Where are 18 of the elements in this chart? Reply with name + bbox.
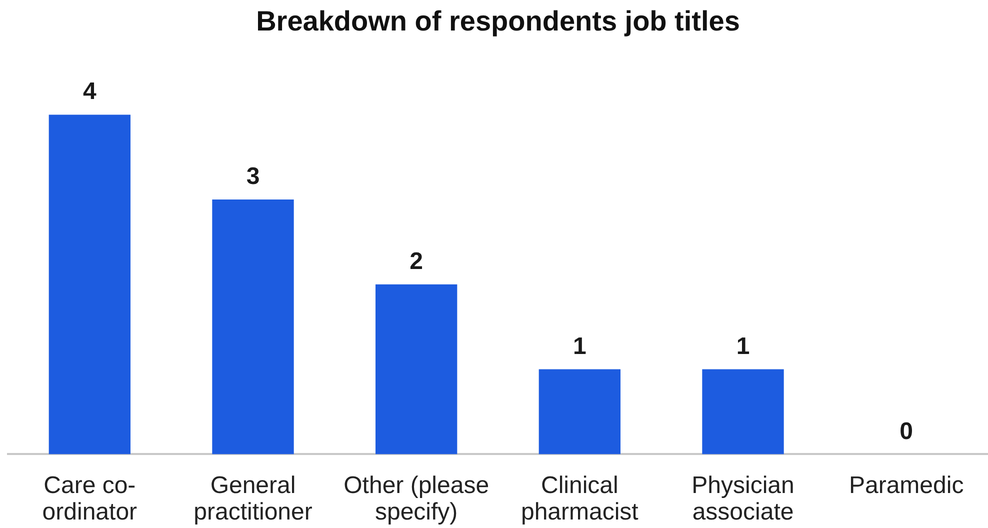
bar — [702, 369, 784, 454]
data-label: 4 — [82, 78, 97, 106]
data-label: 1 — [736, 332, 750, 360]
x-tick-label: Care co-ordinator — [42, 472, 138, 526]
data-label: 1 — [572, 332, 586, 360]
x-tick-label: Physician associate — [692, 472, 794, 526]
bar — [48, 114, 130, 454]
data-label: 2 — [410, 248, 424, 276]
bar — [212, 200, 294, 454]
x-tick-label: Paramedic — [848, 472, 964, 500]
data-label: 3 — [246, 163, 260, 190]
chart-title: Breakdown of respondents job titles — [256, 6, 740, 37]
bar — [538, 369, 620, 454]
x-tick-label: General practitioner — [194, 472, 312, 526]
data-label: 0 — [900, 418, 914, 445]
bar — [376, 284, 458, 454]
x-tick-label: Clinical pharmacist — [520, 472, 639, 526]
x-tick-label: Other (please specify) — [344, 472, 490, 526]
